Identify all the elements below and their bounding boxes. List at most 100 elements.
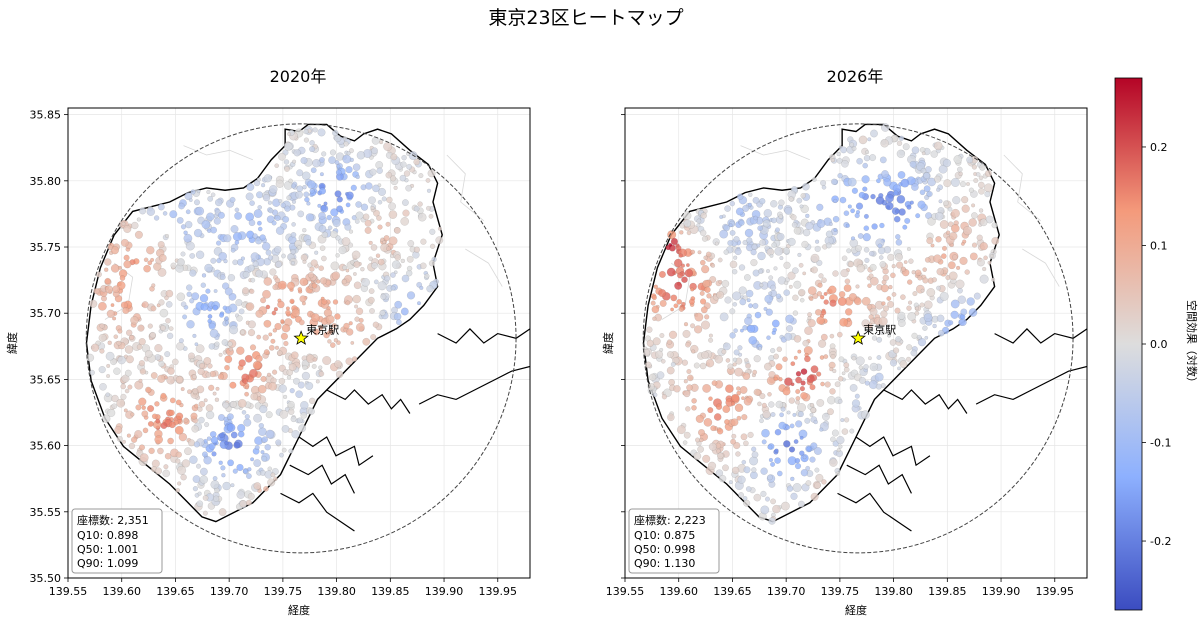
- data-point: [847, 177, 857, 187]
- data-point: [699, 362, 707, 370]
- data-point: [155, 418, 161, 424]
- data-point: [814, 467, 820, 473]
- data-point: [719, 229, 729, 239]
- data-point: [157, 241, 165, 248]
- data-point: [948, 271, 958, 281]
- data-point: [799, 435, 804, 440]
- data-point: [911, 183, 919, 191]
- data-point: [734, 248, 742, 256]
- data-point: [213, 495, 220, 502]
- data-point: [912, 291, 918, 297]
- x-tick-label: 139.95: [479, 585, 518, 598]
- data-point: [923, 185, 931, 193]
- data-point: [297, 381, 305, 389]
- data-point: [926, 288, 936, 297]
- data-point: [268, 332, 273, 337]
- y-tick-label: 35.70: [30, 307, 62, 320]
- data-point: [820, 309, 827, 316]
- data-point: [794, 463, 802, 470]
- data-point: [947, 261, 956, 270]
- data-point: [936, 268, 944, 276]
- data-point: [667, 230, 677, 240]
- data-point: [983, 255, 988, 261]
- data-point: [249, 344, 257, 351]
- data-point: [135, 404, 142, 411]
- data-point: [675, 245, 682, 251]
- data-point: [951, 224, 960, 233]
- data-point: [785, 425, 791, 430]
- colorbar-tick-label: 0.0: [1150, 338, 1168, 351]
- data-point: [221, 339, 229, 346]
- data-point: [406, 163, 412, 170]
- data-point: [845, 308, 853, 316]
- data-point: [106, 309, 115, 318]
- data-point: [265, 304, 271, 310]
- data-point: [430, 243, 436, 249]
- data-point: [420, 262, 427, 270]
- data-point: [815, 473, 824, 482]
- data-point: [757, 401, 762, 407]
- data-point: [222, 305, 228, 311]
- data-point: [186, 291, 192, 297]
- data-point: [934, 175, 941, 183]
- data-point: [269, 185, 278, 194]
- data-point: [214, 341, 220, 347]
- data-point: [257, 205, 262, 210]
- data-point: [234, 240, 240, 245]
- data-point: [238, 308, 245, 315]
- stats-count-2020: 座標数: 2,351: [77, 513, 149, 527]
- data-point: [369, 168, 377, 176]
- data-point: [354, 219, 360, 224]
- data-point: [829, 458, 838, 467]
- data-point: [130, 316, 139, 325]
- data-point: [863, 154, 871, 162]
- data-point: [700, 212, 707, 219]
- data-point: [846, 248, 852, 254]
- data-point: [205, 288, 211, 294]
- data-point: [262, 289, 271, 299]
- data-point: [898, 135, 905, 141]
- data-point: [354, 304, 359, 309]
- data-point: [807, 286, 817, 296]
- data-point: [909, 200, 914, 205]
- data-point: [701, 320, 710, 330]
- data-point: [799, 386, 805, 392]
- data-point: [261, 436, 268, 443]
- data-point: [147, 323, 153, 329]
- data-point: [202, 495, 209, 501]
- data-point: [193, 441, 200, 448]
- data-point: [275, 179, 284, 188]
- data-point: [922, 277, 929, 284]
- data-point: [746, 298, 751, 303]
- data-point: [959, 318, 967, 326]
- data-point: [227, 413, 234, 421]
- data-point: [157, 203, 165, 211]
- data-point: [292, 159, 297, 164]
- data-point: [227, 341, 233, 347]
- data-point: [212, 476, 218, 481]
- data-point: [215, 198, 223, 207]
- data-point: [670, 294, 678, 302]
- data-point: [751, 446, 757, 452]
- data-point: [131, 436, 138, 443]
- data-point: [829, 299, 837, 307]
- data-point: [849, 142, 855, 148]
- x-tick-label: 139.85: [371, 585, 410, 598]
- data-point: [123, 254, 130, 261]
- data-point: [147, 405, 155, 413]
- data-point: [154, 401, 160, 407]
- data-point: [957, 166, 963, 173]
- panel-title-2020: 2020年: [270, 67, 327, 86]
- data-point: [875, 383, 882, 390]
- data-point: [674, 281, 683, 290]
- data-point: [208, 343, 215, 350]
- data-point: [765, 496, 770, 502]
- data-point: [406, 255, 414, 263]
- data-point: [388, 236, 398, 246]
- data-point: [861, 319, 870, 328]
- data-point: [297, 210, 305, 218]
- data-point: [742, 372, 751, 380]
- data-point: [105, 285, 114, 294]
- data-point: [700, 229, 707, 237]
- data-point: [952, 196, 961, 205]
